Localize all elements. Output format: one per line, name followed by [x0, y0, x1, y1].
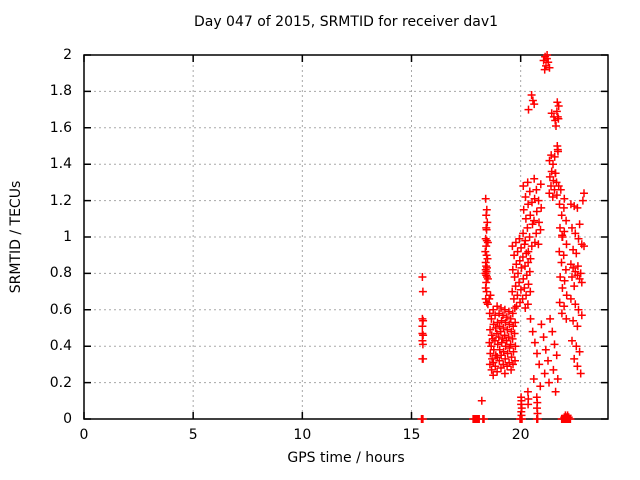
x-tick-label: 20: [511, 427, 530, 443]
y-tick-label: 1.6: [49, 119, 72, 136]
data-points: [417, 51, 588, 423]
axis-ticks: [83, 54, 608, 420]
x-tick-label: 10: [293, 427, 312, 443]
y-tick-label: 0.8: [49, 265, 72, 282]
chart-title: Day 047 of 2015, SRMTID for receiver dav…: [193, 14, 499, 30]
y-tick-label: 1: [63, 229, 72, 245]
y-tick-label: 0: [63, 411, 72, 427]
y-tick-label: 0.6: [49, 301, 72, 318]
grid-lines: [84, 55, 608, 419]
y-tick-label: 1.8: [49, 83, 72, 100]
x-tick-label: 5: [188, 427, 198, 443]
y-tick-label: 1.2: [49, 192, 72, 209]
x-tick-label: 0: [79, 427, 89, 443]
x-axis-label: GPS time / hours: [287, 450, 405, 466]
y-tick-label: 0.4: [49, 338, 72, 355]
y-tick-label: 1.4: [49, 156, 72, 173]
y-tick-label: 0.2: [49, 374, 72, 391]
y-tick-label: 2: [63, 47, 72, 63]
x-tick-label: 15: [402, 427, 421, 443]
